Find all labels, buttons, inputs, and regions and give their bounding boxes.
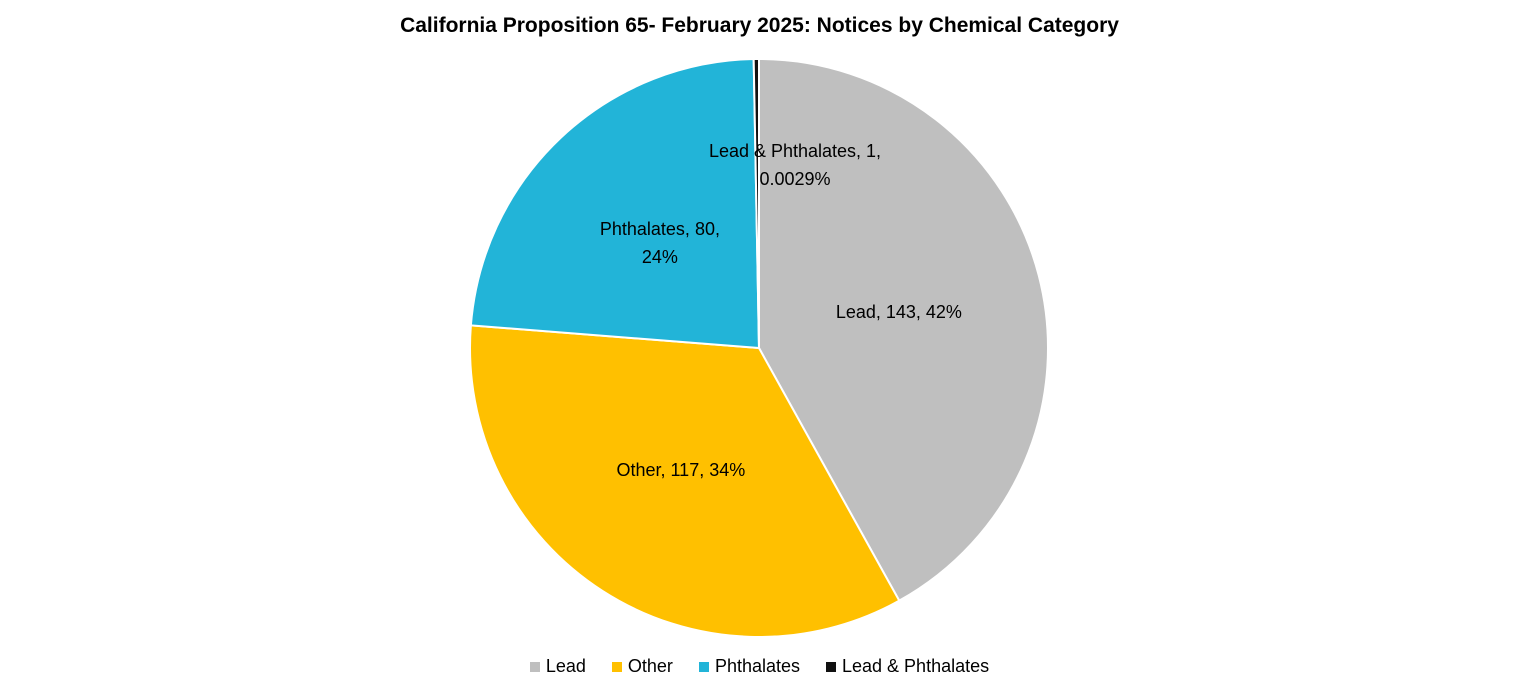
legend-item: Phthalates	[698, 656, 800, 677]
data-label: Lead & Phthalates, 1, 0.0029%	[708, 141, 882, 189]
legend-item: Lead & Phthalates	[826, 656, 989, 677]
pie-slice	[752, 57, 760, 349]
legend-label: Other	[627, 656, 673, 676]
data-label: Other, 117, 34%	[616, 459, 746, 480]
legend: Lead Other Phthalates Lead & Phthalates	[0, 656, 1519, 677]
legend-swatch	[698, 661, 709, 672]
data-label: Lead, 143, 42%	[835, 301, 962, 322]
legend-item: Other	[611, 656, 673, 677]
pie-slice	[469, 324, 901, 638]
legend-label: Lead	[545, 656, 586, 676]
pie-slice	[758, 57, 1049, 603]
legend-swatch	[529, 661, 540, 672]
pie-slice	[469, 58, 761, 350]
legend-item: Lead	[529, 656, 586, 677]
legend-swatch	[611, 661, 622, 672]
legend-label: Lead & Phthalates	[842, 656, 990, 676]
legend-swatch	[826, 661, 836, 672]
chart-title: California Proposition 65- February 2025…	[400, 14, 1119, 37]
legend-label: Phthalates	[714, 656, 800, 676]
data-label: Phthalates, 80, 24%	[599, 218, 720, 267]
